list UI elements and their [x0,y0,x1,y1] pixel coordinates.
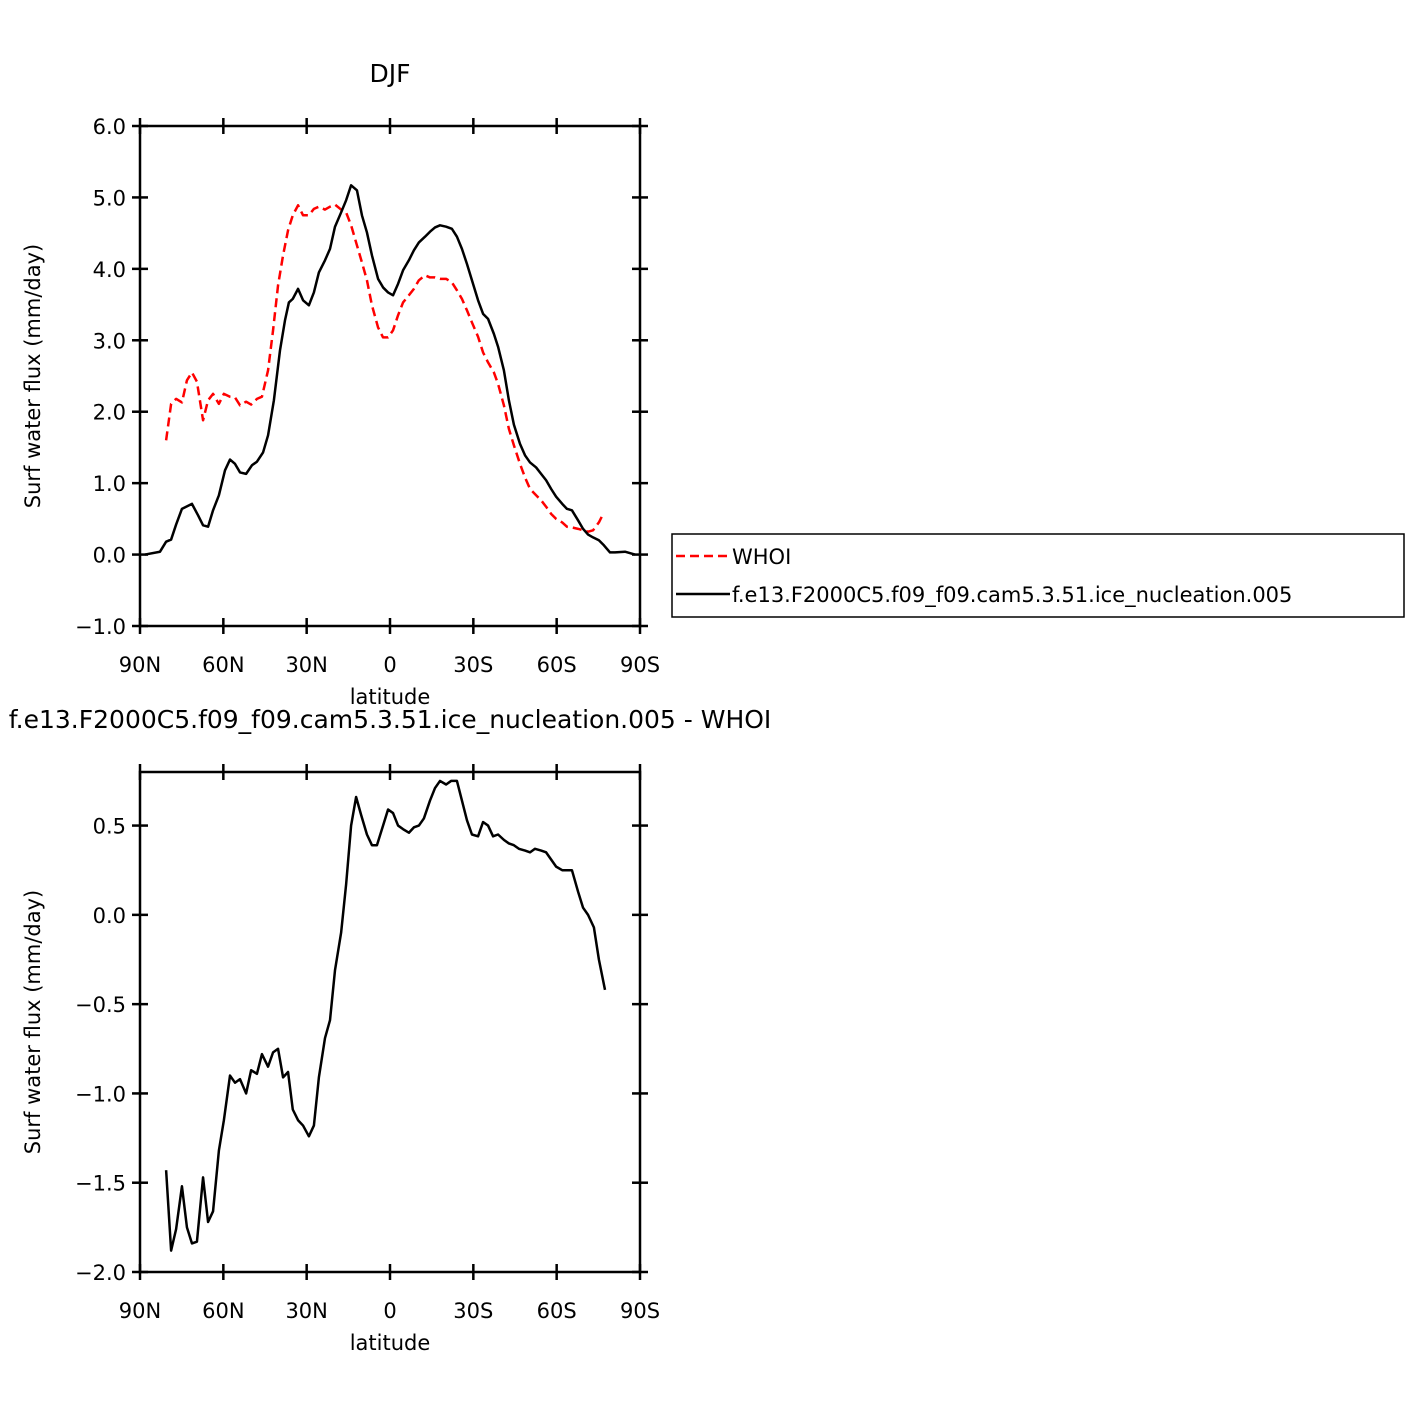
x-tick-label: 0 [383,1299,396,1323]
y-tick-label: 5.0 [93,186,126,210]
y-tick-label: 0.0 [93,544,126,568]
y-axis-label: Surf water flux (mm/day) [21,244,45,509]
y-tick-label: −2.0 [75,1261,126,1285]
chart-title: f.e13.F2000C5.f09_f09.cam5.3.51.ice_nucl… [9,705,772,734]
data-line [164,203,606,533]
x-tick-label: 30N [285,653,327,677]
data-line [144,184,636,556]
y-tick-label: 0.0 [93,904,126,928]
x-tick-label: 90N [119,1299,161,1323]
legend-box [671,533,1405,618]
chart-title: DJF [369,59,410,88]
y-tick-label: −1.0 [75,615,126,639]
y-tick-label: 6.0 [93,115,126,139]
y-tick-label: −1.0 [75,1082,126,1106]
y-tick-label: 4.0 [93,258,126,282]
x-tick-label: 60S [537,1299,577,1323]
plot-frame [138,770,642,1274]
x-tick-label: 60N [202,1299,244,1323]
x-tick-label: 0 [383,653,396,677]
data-line [164,779,607,1252]
y-tick-label: 2.0 [93,401,126,425]
x-tick-label: 90S [620,1299,660,1323]
y-tick-label: 3.0 [93,329,126,353]
x-tick-label: 90S [620,653,660,677]
x-tick-label: 30N [285,1299,327,1323]
y-axis-label: Surf water flux (mm/day) [21,890,45,1155]
y-tick-label: −1.5 [75,1172,126,1196]
legend-label: WHOI [732,545,791,569]
x-tick-label: 30S [453,1299,493,1323]
y-tick-label: −0.5 [75,993,126,1017]
x-tick-label: 90N [119,653,161,677]
x-axis-label: latitude [350,1331,431,1355]
y-tick-label: 1.0 [93,472,126,496]
x-tick-label: 30S [453,653,493,677]
x-tick-label: 60N [202,653,244,677]
x-tick-label: 60S [537,653,577,677]
x-axis-label: latitude [350,685,431,709]
legend-label: f.e13.F2000C5.f09_f09.cam5.3.51.ice_nucl… [732,583,1292,608]
y-tick-label: 0.5 [93,815,126,839]
plot-frame [138,124,642,628]
